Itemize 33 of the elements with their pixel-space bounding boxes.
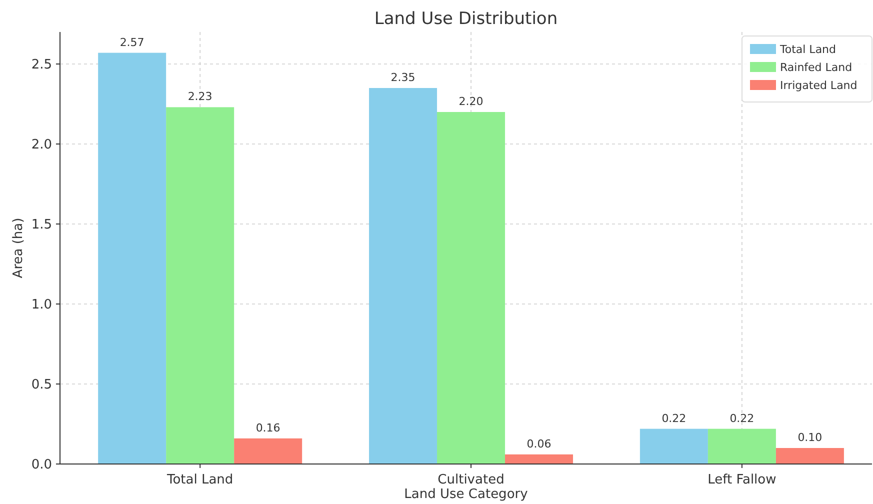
bar — [776, 448, 844, 464]
bar — [234, 438, 302, 464]
y-tick-label: 2.0 — [31, 138, 52, 153]
bar — [166, 107, 234, 464]
y-tick-label: 0.0 — [31, 458, 52, 473]
data-label: 0.06 — [526, 437, 552, 450]
bar — [505, 454, 574, 464]
bar — [708, 428, 776, 464]
data-label: 0.16 — [256, 421, 280, 434]
chart-title: Land Use Distribution — [374, 9, 558, 29]
data-label: 0.22 — [662, 412, 686, 425]
y-tick-label: 1.0 — [31, 298, 52, 313]
data-label: 2.23 — [188, 90, 212, 104]
legend-label: Irrigated Land — [780, 78, 858, 92]
bar — [640, 428, 708, 464]
x-tick-label: Cultivated — [438, 472, 504, 488]
y-tick-label: 2.5 — [31, 58, 52, 73]
y-tick-label: 1.5 — [31, 218, 52, 233]
legend-label: Total Land — [779, 42, 836, 56]
x-axis-title: Land Use Category — [404, 487, 528, 502]
bar — [369, 88, 438, 464]
data-label: 0.22 — [730, 412, 754, 425]
x-tick-label: Total Land — [166, 472, 234, 488]
data-label: 2.35 — [390, 71, 416, 84]
x-tick-label: Left Fallow — [708, 472, 777, 488]
data-label: 2.20 — [458, 95, 484, 108]
data-label: 0.10 — [798, 431, 822, 444]
data-label: 2.57 — [120, 36, 144, 49]
bar — [98, 52, 166, 464]
legend-label: Rainfed Land — [780, 60, 852, 74]
y-tick-label: 0.5 — [31, 378, 52, 393]
y-axis-title: Area (ha) — [11, 218, 26, 278]
bar — [437, 112, 506, 464]
